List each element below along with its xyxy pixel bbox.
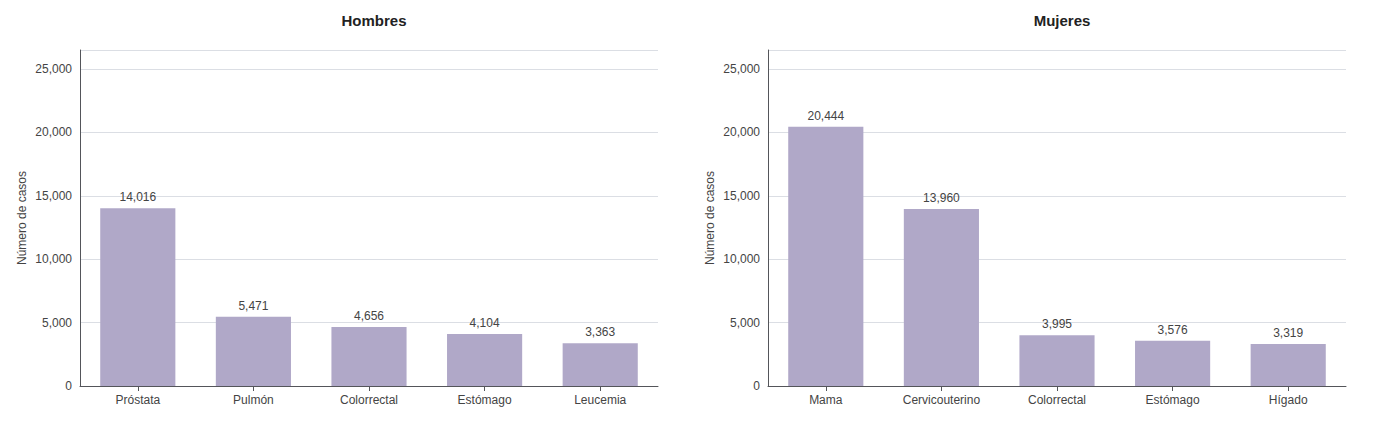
svg-text:10,000: 10,000 bbox=[35, 252, 72, 266]
svg-text:Próstata: Próstata bbox=[115, 393, 160, 407]
svg-text:Pulmón: Pulmón bbox=[233, 393, 274, 407]
svg-text:13,960: 13,960 bbox=[923, 191, 960, 205]
svg-text:5,471: 5,471 bbox=[238, 299, 268, 313]
svg-text:20,000: 20,000 bbox=[723, 125, 760, 139]
svg-text:3,363: 3,363 bbox=[585, 325, 615, 339]
svg-text:5,000: 5,000 bbox=[42, 316, 72, 330]
svg-text:3,576: 3,576 bbox=[1158, 323, 1188, 337]
svg-text:3,995: 3,995 bbox=[1042, 317, 1072, 331]
svg-text:14,016: 14,016 bbox=[119, 190, 156, 204]
svg-text:10,000: 10,000 bbox=[723, 252, 760, 266]
svg-text:Colorrectal: Colorrectal bbox=[340, 393, 398, 407]
svg-text:3,319: 3,319 bbox=[1273, 326, 1303, 340]
svg-text:Estómago: Estómago bbox=[1146, 393, 1200, 407]
svg-text:25,000: 25,000 bbox=[723, 62, 760, 76]
svg-text:25,000: 25,000 bbox=[35, 62, 72, 76]
svg-text:20,000: 20,000 bbox=[35, 125, 72, 139]
svg-text:Mujeres: Mujeres bbox=[1034, 12, 1091, 29]
svg-text:15,000: 15,000 bbox=[723, 189, 760, 203]
svg-text:15,000: 15,000 bbox=[35, 189, 72, 203]
svg-text:Número de casos: Número de casos bbox=[15, 171, 29, 265]
svg-text:20,444: 20,444 bbox=[807, 109, 844, 123]
svg-text:Mama: Mama bbox=[809, 393, 843, 407]
svg-text:Colorrectal: Colorrectal bbox=[1028, 393, 1086, 407]
svg-text:Hombres: Hombres bbox=[341, 12, 406, 29]
svg-text:Hígado: Hígado bbox=[1269, 393, 1308, 407]
svg-text:4,104: 4,104 bbox=[470, 316, 500, 330]
svg-text:Cervicouterino: Cervicouterino bbox=[903, 393, 981, 407]
svg-text:Número de casos: Número de casos bbox=[703, 171, 717, 265]
svg-text:4,656: 4,656 bbox=[354, 309, 384, 323]
svg-text:Leucemia: Leucemia bbox=[574, 393, 626, 407]
svg-text:5,000: 5,000 bbox=[730, 316, 760, 330]
svg-text:Estómago: Estómago bbox=[458, 393, 512, 407]
svg-text:0: 0 bbox=[753, 379, 760, 393]
svg-text:0: 0 bbox=[65, 379, 72, 393]
